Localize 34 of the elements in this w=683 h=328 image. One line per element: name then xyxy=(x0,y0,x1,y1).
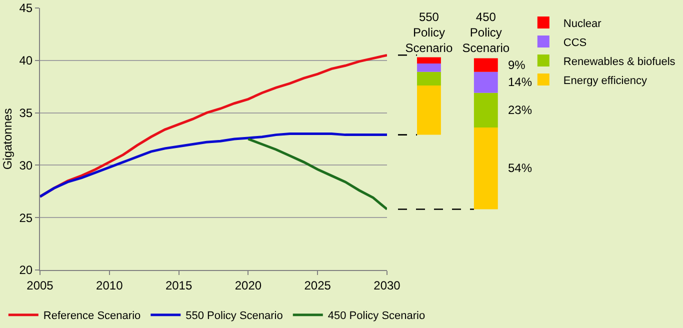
legend-label: Energy efficiency xyxy=(563,74,648,87)
bar xyxy=(417,72,441,86)
x-tick-label: 2010 xyxy=(96,278,124,292)
y-tick-label: 45 xyxy=(19,1,33,16)
text: 14% xyxy=(508,75,532,89)
y-tick-label: 30 xyxy=(19,158,33,172)
y-axis-title: Gigatonnes xyxy=(0,108,15,170)
x-tick-label: 2025 xyxy=(304,278,332,292)
bar xyxy=(474,127,498,210)
bar xyxy=(417,57,441,64)
text: 23% xyxy=(508,103,532,117)
line-series xyxy=(246,138,387,210)
bar xyxy=(474,58,498,72)
bar xyxy=(417,86,441,135)
x-tick-label: 2005 xyxy=(26,278,54,292)
legend-label: 450 Policy Scenario xyxy=(328,310,426,322)
line-series xyxy=(40,132,387,198)
bar xyxy=(474,92,498,128)
x-tick-label: 2015 xyxy=(165,278,192,292)
legend-label: 550 Policy Scenario xyxy=(186,310,283,322)
bar xyxy=(417,64,441,72)
x-tick-label: 2030 xyxy=(374,278,401,292)
y-tick-label: 35 xyxy=(19,106,33,120)
x-tick-label: 2020 xyxy=(234,278,262,292)
y-tick-label: 20 xyxy=(19,263,33,278)
y-tick-label: 40 xyxy=(19,54,33,68)
text: 54% xyxy=(508,161,532,175)
legend-label: CCS xyxy=(563,36,587,49)
text: 9% xyxy=(508,58,526,72)
legend-label: Renewables & biofuels xyxy=(563,56,676,68)
legend-label: Reference Scenario xyxy=(43,310,141,322)
y-tick-label: 25 xyxy=(19,210,33,225)
legend-label: Nuclear xyxy=(563,18,602,30)
bar xyxy=(474,72,498,93)
